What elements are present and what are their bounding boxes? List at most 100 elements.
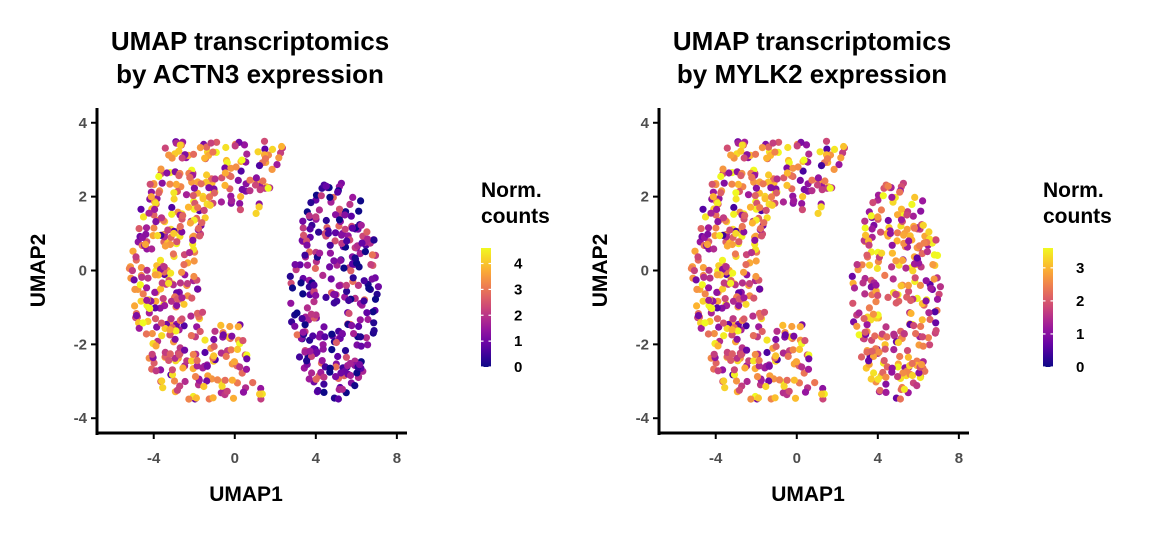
data-point xyxy=(142,330,150,338)
legend-colorbar xyxy=(481,248,491,367)
data-point xyxy=(850,284,859,292)
data-point xyxy=(908,371,917,380)
data-point xyxy=(789,346,797,354)
data-point xyxy=(175,147,183,155)
data-point xyxy=(210,352,218,360)
data-point xyxy=(128,267,136,275)
data-point xyxy=(698,281,706,289)
data-point xyxy=(320,323,328,331)
data-point xyxy=(167,315,175,323)
data-point xyxy=(729,269,737,277)
data-point xyxy=(326,364,334,372)
data-point xyxy=(336,256,345,264)
data-point xyxy=(926,341,934,349)
data-point xyxy=(167,297,176,305)
data-point xyxy=(796,323,804,331)
data-point xyxy=(913,254,921,262)
data-point xyxy=(908,200,916,208)
data-point xyxy=(168,366,176,374)
data-point xyxy=(783,376,791,384)
data-point xyxy=(899,369,907,377)
data-point xyxy=(871,332,879,340)
data-point xyxy=(848,272,856,280)
y-tick-label: -2 xyxy=(636,336,649,353)
data-point xyxy=(930,251,939,259)
data-point xyxy=(892,299,900,307)
x-tick-label: 0 xyxy=(231,450,239,467)
data-point xyxy=(751,192,759,200)
x-axis-title: UMAP1 xyxy=(209,483,283,506)
data-point xyxy=(747,395,755,403)
data-point xyxy=(189,150,198,158)
data-point xyxy=(287,299,295,307)
data-point xyxy=(717,172,725,181)
data-point xyxy=(227,346,235,354)
data-point xyxy=(884,182,892,190)
data-point xyxy=(819,384,827,393)
data-point xyxy=(886,229,895,237)
data-point xyxy=(865,304,874,312)
data-point xyxy=(805,355,813,363)
data-point xyxy=(320,388,328,396)
data-point xyxy=(762,382,770,391)
data-point xyxy=(748,219,757,227)
data-point xyxy=(315,206,323,214)
data-point xyxy=(718,256,727,264)
data-point xyxy=(303,241,311,249)
y-axis-title: UMAP2 xyxy=(589,234,612,308)
data-point xyxy=(197,180,205,188)
data-point xyxy=(763,154,771,162)
data-point xyxy=(328,346,336,354)
data-point xyxy=(756,285,764,293)
data-point xyxy=(894,363,902,371)
data-point xyxy=(230,358,238,366)
data-point xyxy=(158,279,166,287)
data-point xyxy=(363,228,371,236)
x-tick-label: 8 xyxy=(393,450,401,467)
data-point xyxy=(203,362,211,370)
data-point xyxy=(145,209,153,217)
data-point xyxy=(301,321,309,329)
data-point xyxy=(268,165,276,173)
data-point xyxy=(151,205,159,213)
data-point xyxy=(716,232,724,240)
data-point xyxy=(151,315,160,323)
data-point xyxy=(298,315,306,323)
data-point xyxy=(219,331,227,339)
data-point xyxy=(345,296,353,305)
data-point xyxy=(306,347,314,355)
data-point xyxy=(228,197,236,205)
data-point xyxy=(363,309,371,317)
data-point xyxy=(234,176,242,184)
data-point xyxy=(237,167,245,175)
data-point xyxy=(910,322,918,330)
data-point xyxy=(171,335,179,343)
data-point xyxy=(742,300,750,308)
data-point xyxy=(189,192,197,200)
data-point xyxy=(166,180,174,188)
data-point xyxy=(183,280,192,288)
data-point xyxy=(767,184,775,192)
data-point xyxy=(190,184,198,192)
data-point xyxy=(312,291,320,299)
data-point xyxy=(738,222,746,231)
points-layer xyxy=(687,137,945,403)
legend-tick-label: 2 xyxy=(514,307,522,324)
data-point xyxy=(900,385,909,393)
data-point xyxy=(299,328,307,336)
data-point xyxy=(888,249,897,257)
data-point xyxy=(313,348,321,356)
data-point xyxy=(310,298,318,306)
data-point xyxy=(731,250,740,258)
data-point xyxy=(173,386,181,394)
data-point xyxy=(180,300,188,308)
data-point xyxy=(837,154,845,162)
data-point xyxy=(200,382,208,391)
data-point xyxy=(772,335,780,344)
data-point xyxy=(903,347,912,355)
data-point xyxy=(148,350,156,358)
data-point xyxy=(904,353,913,361)
data-point xyxy=(740,315,748,323)
data-point xyxy=(861,224,869,232)
